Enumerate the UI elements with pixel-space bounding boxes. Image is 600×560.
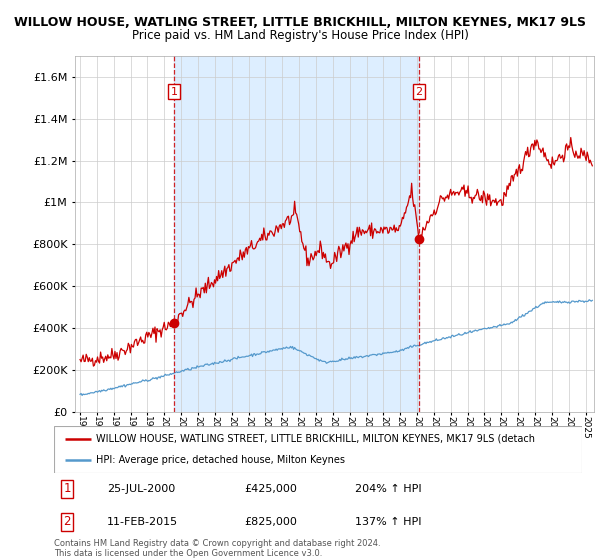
Text: £825,000: £825,000 <box>244 517 297 527</box>
Text: 137% ↑ HPI: 137% ↑ HPI <box>355 517 421 527</box>
Text: 2: 2 <box>415 87 422 96</box>
Text: WILLOW HOUSE, WATLING STREET, LITTLE BRICKHILL, MILTON KEYNES, MK17 9LS: WILLOW HOUSE, WATLING STREET, LITTLE BRI… <box>14 16 586 29</box>
Text: WILLOW HOUSE, WATLING STREET, LITTLE BRICKHILL, MILTON KEYNES, MK17 9LS (detach: WILLOW HOUSE, WATLING STREET, LITTLE BRI… <box>96 434 535 444</box>
Text: 204% ↑ HPI: 204% ↑ HPI <box>355 484 422 494</box>
Text: £425,000: £425,000 <box>244 484 297 494</box>
Text: 11-FEB-2015: 11-FEB-2015 <box>107 517 178 527</box>
Text: HPI: Average price, detached house, Milton Keynes: HPI: Average price, detached house, Milt… <box>96 455 345 465</box>
Bar <box>174 56 419 412</box>
Text: 1: 1 <box>64 482 71 496</box>
Text: Price paid vs. HM Land Registry's House Price Index (HPI): Price paid vs. HM Land Registry's House … <box>131 29 469 42</box>
Text: 2: 2 <box>64 515 71 529</box>
Text: 1: 1 <box>170 87 178 96</box>
Text: 25-JUL-2000: 25-JUL-2000 <box>107 484 175 494</box>
FancyBboxPatch shape <box>54 426 582 473</box>
Text: Contains HM Land Registry data © Crown copyright and database right 2024.
This d: Contains HM Land Registry data © Crown c… <box>54 539 380 558</box>
